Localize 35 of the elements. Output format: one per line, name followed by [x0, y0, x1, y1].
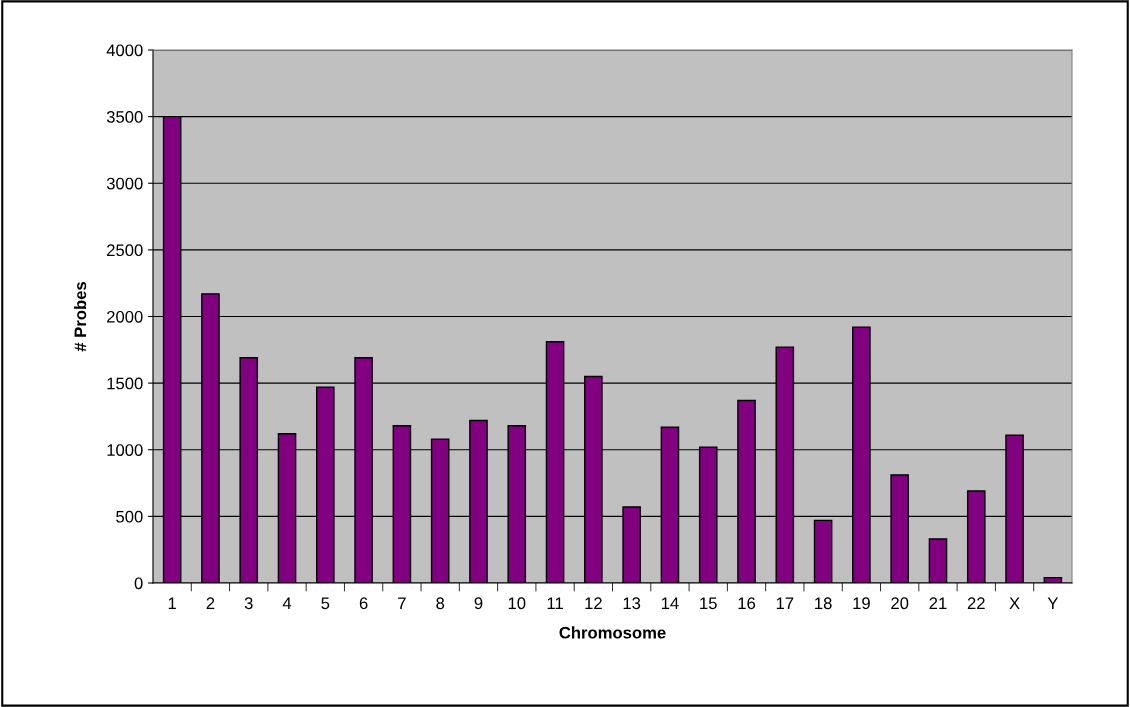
x-tick-label: 13 [623, 597, 641, 610]
x-tick-label: 2 [206, 597, 215, 609]
x-tick-label: 17 [776, 597, 794, 609]
y-tick-label: 3500 [106, 111, 143, 123]
x-tick-label: 11 [547, 597, 563, 609]
y-tick-label: 1000 [107, 444, 143, 456]
y-tick-label: 1500 [107, 377, 143, 390]
x-tick-label: 12 [585, 597, 602, 609]
x-tick-label: 7 [398, 597, 406, 609]
x-tick-label: 5 [321, 597, 330, 610]
x-tick-label: 1 [168, 597, 176, 609]
y-tick-label: 3000 [106, 177, 143, 190]
x-tick-label: X [1009, 597, 1020, 609]
x-tick-label: 10 [508, 597, 526, 610]
x-tick-label: 14 [661, 597, 679, 609]
x-tick-label: 16 [738, 597, 756, 610]
y-tick-label: 4000 [106, 44, 143, 57]
x-tick-label: 8 [436, 597, 445, 610]
y-tick-label: 0 [134, 577, 143, 590]
x-tick-label: 4 [282, 597, 292, 609]
x-tick-label: 18 [815, 597, 832, 610]
x-tick-label: 3 [244, 597, 253, 610]
y-axis-title: # Probes [74, 281, 87, 352]
x-tick-label: 15 [700, 597, 717, 610]
x-tick-label: 20 [891, 597, 909, 610]
y-tick-label: 500 [116, 510, 143, 523]
x-axis-title: Chromosome [559, 626, 666, 639]
x-tick-label: Y [1047, 597, 1059, 609]
y-tick-label: 2000 [107, 310, 143, 323]
y-tick-label: 2500 [107, 244, 143, 257]
x-tick-label: 19 [853, 597, 870, 610]
x-tick-label: 9 [474, 597, 483, 610]
x-tick-label: 22 [967, 597, 985, 609]
x-tick-label: 6 [359, 597, 368, 610]
x-tick-label: 21 [929, 597, 947, 609]
